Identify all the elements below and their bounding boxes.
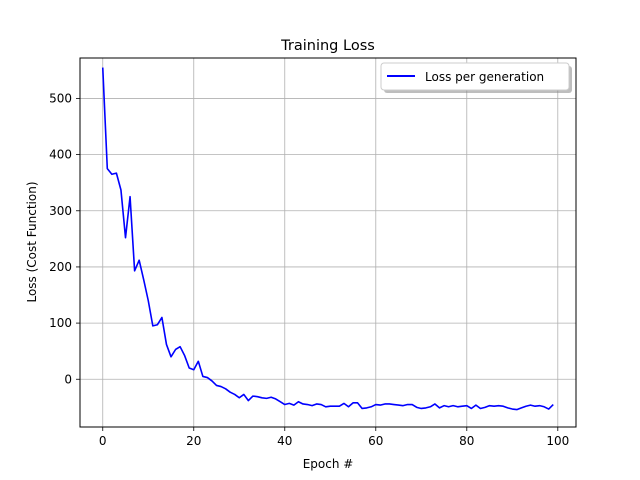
x-axis-label: Epoch #: [303, 457, 354, 471]
legend: Loss per generation: [380, 62, 572, 93]
y-tick-label: 500: [49, 91, 72, 105]
x-tick-label: 100: [546, 434, 569, 448]
y-tick-label: 0: [64, 372, 72, 386]
y-tick-label: 300: [49, 204, 72, 218]
legend-label: Loss per generation: [425, 70, 544, 84]
x-tick-label: 40: [277, 434, 292, 448]
x-tick-label: 20: [186, 434, 201, 448]
loss-line: [101, 67, 554, 411]
x-tick-label: 80: [459, 434, 474, 448]
x-tick-label: 0: [99, 434, 107, 448]
plot-series: [101, 67, 554, 411]
x-tick-label: 60: [368, 434, 383, 448]
y-tick-label: 100: [49, 316, 72, 330]
x-axis-ticks: 0 20 40 60 80 100: [99, 427, 569, 448]
legend-box: [380, 62, 570, 91]
plot-frame: [79, 57, 577, 428]
y-axis-ticks: 0 100 200 300 400 500: [49, 91, 80, 386]
y-axis-label: Loss (Cost Function): [25, 181, 39, 302]
y-tick-label: 200: [49, 260, 72, 274]
y-tick-label: 400: [49, 148, 72, 162]
chart-title: Training Loss: [280, 38, 375, 54]
